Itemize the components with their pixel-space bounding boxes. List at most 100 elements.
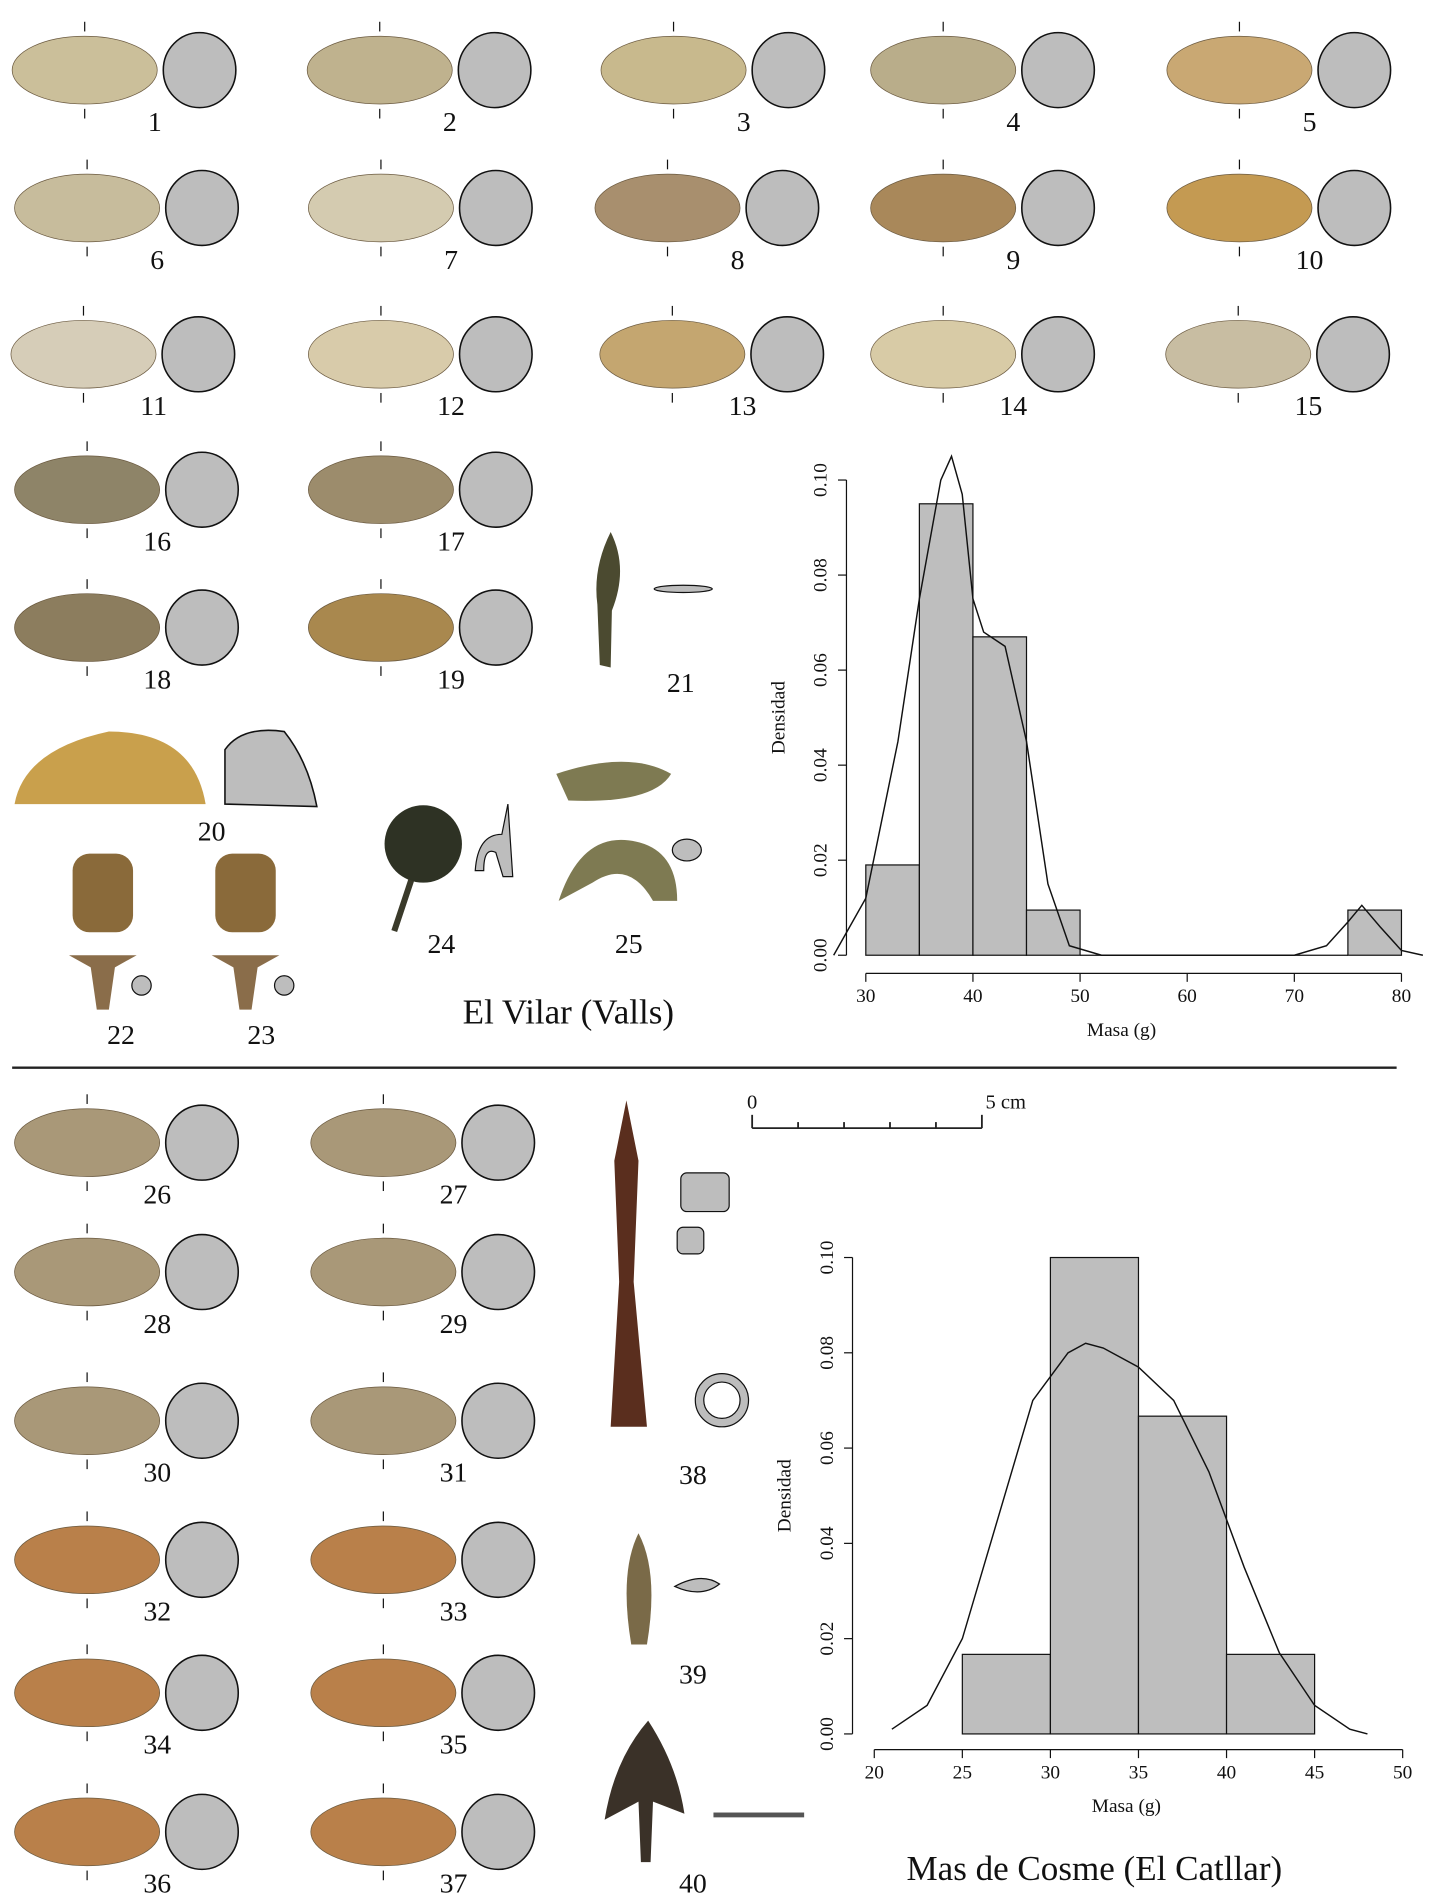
object-photo (394, 880, 411, 931)
spearhead-photo (611, 1100, 647, 1426)
sling-bullet-photo (308, 174, 453, 242)
item-label: 6 (150, 245, 164, 276)
sling-bullet-photo (15, 1526, 160, 1594)
cross-section (462, 1383, 535, 1458)
bar (866, 865, 920, 955)
sling-bullet-photo (15, 594, 160, 662)
cross-section (460, 170, 533, 245)
item-label: 16 (143, 526, 171, 557)
cross-section (132, 976, 151, 995)
sling-bullet-photo (12, 36, 157, 104)
cross-section (1317, 317, 1390, 392)
sling-bullet-photo (311, 1387, 456, 1455)
artefact: 11 (11, 306, 235, 422)
artefact: 37 (311, 1784, 535, 1900)
x-tick-label: 30 (1041, 1762, 1060, 1783)
artefact: 33 (311, 1511, 535, 1627)
object-photo (385, 805, 462, 882)
cross-section (746, 170, 819, 245)
artefact: 31 (311, 1372, 535, 1488)
cross-section (166, 1235, 239, 1310)
item-label: 30 (143, 1458, 171, 1489)
y-tick-label: 0.04 (811, 748, 832, 782)
object-photo (556, 762, 671, 801)
artefact: 15 (1166, 306, 1390, 422)
artefact: 38 (611, 1100, 749, 1491)
item-label: 25 (615, 929, 643, 960)
artefact: 5 (1167, 22, 1391, 138)
artefact: 8 (595, 160, 819, 276)
sling-bullet-photo (15, 1659, 160, 1727)
item-label: 20 (198, 817, 226, 848)
item-label: 4 (1006, 107, 1020, 138)
artefact: 3 (601, 22, 825, 138)
y-tick-label: 0.08 (811, 558, 832, 592)
sling-bullet-photo (15, 174, 160, 242)
cross-section (166, 1383, 239, 1458)
y-tick-label: 0.00 (811, 938, 832, 972)
x-tick-label: 40 (1217, 1762, 1236, 1783)
x-tick-label: 20 (865, 1762, 884, 1783)
y-tick-label: 0.10 (811, 463, 832, 497)
cross-section (462, 1235, 535, 1310)
item-label: 28 (143, 1309, 171, 1340)
sling-bullet-photo (1167, 174, 1312, 242)
item-label: 18 (143, 664, 171, 695)
cross-section (672, 839, 701, 861)
bar (1227, 1654, 1315, 1734)
y-tick-label: 0.10 (817, 1241, 838, 1275)
item-label: 2 (443, 107, 457, 138)
artefact: 4 (871, 22, 1095, 138)
nail-photo (212, 955, 280, 1009)
bar (1027, 910, 1081, 955)
item-label: 3 (737, 107, 751, 138)
sling-bullet-photo (311, 1659, 456, 1727)
artefact: 23 (212, 854, 294, 1051)
cross-section (752, 33, 825, 108)
y-tick-label: 0.02 (811, 843, 832, 877)
artefact: 2 (307, 22, 531, 138)
cross-section (677, 1227, 704, 1254)
sling-bullet-photo (601, 36, 746, 104)
y-axis-label: Densidad (768, 681, 789, 754)
artefact: 22 (69, 854, 151, 1051)
cross-section (462, 1655, 535, 1730)
sling-bullet-photo (308, 456, 453, 524)
x-tick-label: 40 (963, 986, 982, 1007)
cross-section (1022, 33, 1095, 108)
artefact: 6 (15, 160, 239, 276)
x-axis-label: Masa (g) (1092, 1796, 1161, 1817)
item-label: 9 (1006, 245, 1020, 276)
item-label: 40 (679, 1869, 707, 1900)
item-label: 39 (679, 1659, 707, 1690)
cross-section (458, 33, 531, 108)
sling-bullet-photo (1167, 36, 1312, 104)
artefact: 18 (15, 579, 239, 695)
artefact: 25 (556, 762, 701, 960)
artefact: 27 (311, 1094, 535, 1210)
sling-bullet-photo (15, 732, 206, 805)
artefact: 21 (596, 532, 712, 699)
x-tick-label: 70 (1285, 986, 1304, 1007)
scale-start: 0 (747, 1092, 757, 1114)
artefact: 29 (311, 1224, 535, 1340)
x-tick-label: 50 (1393, 1762, 1412, 1783)
cross-section (166, 170, 239, 245)
item-label: 22 (107, 1020, 135, 1051)
sling-bullet-photo (311, 1109, 456, 1177)
figure-plate: 0 5 cm El Vilar (Valls) Mas de Cosme (El… (0, 0, 1439, 1902)
artefact: 17 (308, 441, 532, 557)
cross-section (654, 585, 712, 592)
bar (1348, 910, 1402, 955)
x-tick-label: 35 (1129, 1762, 1148, 1783)
artefact: 9 (871, 160, 1095, 276)
sling-bullet-photo (15, 1387, 160, 1455)
cross-section (462, 1794, 535, 1869)
item-label: 7 (444, 245, 458, 276)
sling-bullet-photo (1166, 320, 1311, 388)
object-photo (559, 840, 677, 901)
artefact: 13 (600, 306, 824, 422)
item-label: 13 (729, 391, 757, 422)
artefact: 7 (308, 160, 532, 276)
